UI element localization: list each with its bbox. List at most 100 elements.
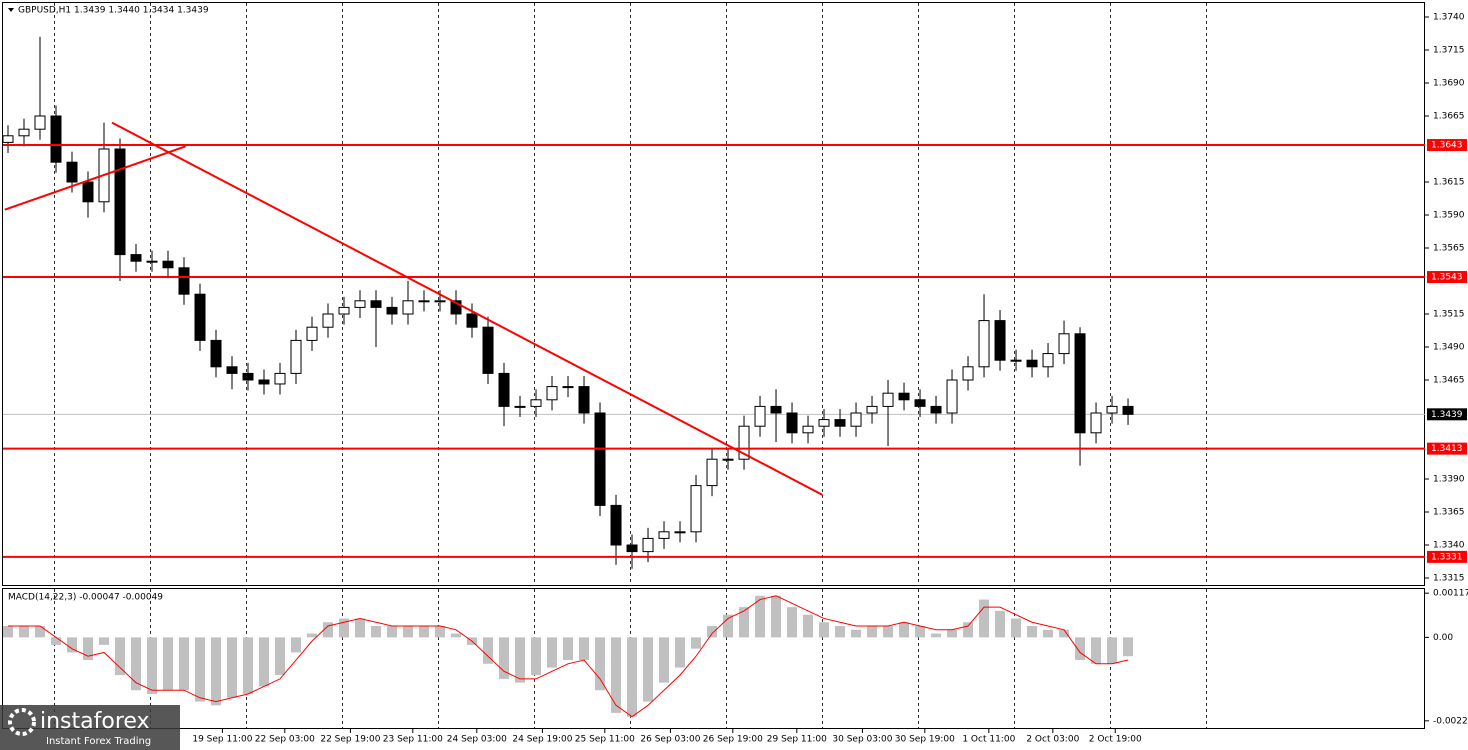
macd-bar	[243, 637, 254, 695]
x-tick-label: 30 Sep 03:00	[832, 735, 892, 745]
macd-bar	[643, 637, 654, 702]
macd-bar	[1107, 637, 1118, 664]
macd-bar	[819, 622, 830, 638]
y-tick-label: 1.3490	[1433, 342, 1465, 352]
macd-bar	[323, 622, 334, 638]
macd-bar	[259, 637, 270, 687]
macd-bar	[1043, 629, 1054, 638]
candle-body	[274, 372, 286, 385]
y-tick-label: 1.3715	[1433, 45, 1465, 55]
macd-title: MACD(14,22,3) -0.00047 -0.00049	[8, 593, 163, 603]
macd-bar	[739, 607, 750, 638]
macd-bar	[931, 633, 942, 638]
y-tick-label: 1.3740	[1433, 12, 1465, 22]
macd-bar	[579, 637, 590, 661]
candle-body	[578, 386, 590, 414]
y-tick-label: 1.3690	[1433, 78, 1465, 88]
logo: instaforex Instant Forex Trading	[0, 705, 180, 750]
candle-body	[210, 339, 222, 368]
macd-bar	[51, 637, 62, 645]
macd-bar	[387, 626, 398, 638]
price-pane	[2, 2, 1425, 586]
candle-body	[226, 366, 238, 374]
candle-body	[322, 313, 334, 328]
level-label-box	[1427, 442, 1467, 455]
macd-bar	[35, 626, 46, 638]
macd-bar	[131, 637, 142, 691]
logo-tagline: Instant Forex Trading	[46, 736, 151, 747]
candle-body	[530, 399, 542, 407]
candle-body	[722, 458, 734, 461]
macd-bar	[963, 622, 974, 638]
macd-bar	[659, 637, 670, 683]
level-label: 1.3331	[1431, 552, 1463, 562]
macd-bar	[1059, 629, 1070, 638]
candle-body	[690, 485, 702, 533]
macd-bar	[403, 626, 414, 638]
current-price-box	[1427, 408, 1467, 421]
candle-body	[706, 458, 718, 487]
level-label-box	[1427, 550, 1467, 563]
x-tick-label: 29 Sep 11:00	[767, 735, 827, 745]
trend-line	[111, 121, 823, 496]
macd-bar	[355, 618, 366, 638]
candle-body	[626, 544, 638, 553]
candle-body	[498, 372, 510, 407]
candle-body	[114, 148, 126, 256]
x-tick-label: 2 Oct 03:00	[1026, 735, 1079, 745]
candle-body	[194, 293, 206, 341]
candle-body	[930, 405, 942, 414]
macd-bar	[851, 629, 862, 638]
macd-bar	[371, 626, 382, 638]
macd-bar	[147, 637, 158, 695]
candle-body	[610, 504, 622, 546]
candle-body	[434, 300, 446, 303]
macd-bar	[547, 637, 558, 668]
candle-body	[866, 405, 878, 414]
macd-bar	[179, 637, 190, 691]
macd-bar	[915, 626, 926, 638]
candle-body	[162, 260, 174, 269]
y-tick-label: 1.3515	[1433, 309, 1465, 319]
y-tick-label: 1.3340	[1433, 541, 1465, 551]
y-tick-label: 1.3590	[1433, 210, 1465, 220]
symbol-marker	[8, 8, 14, 12]
macd-bar	[3, 626, 14, 638]
macd-bar	[627, 637, 638, 717]
candle-body	[546, 386, 558, 401]
macd-bar	[787, 607, 798, 638]
candle-body	[946, 379, 958, 414]
macd-bar	[451, 633, 462, 638]
price-title: GBPUSD,H1 1.3439 1.3440 1.3434 1.3439	[18, 6, 209, 16]
y-tick-label: 1.3315	[1433, 574, 1465, 584]
candle-body	[962, 366, 974, 381]
macd-bar	[307, 633, 318, 638]
candle-body	[802, 425, 814, 434]
candle-body	[402, 300, 414, 315]
candle-body	[594, 412, 606, 506]
candle-body	[978, 320, 990, 368]
candle-body	[1074, 333, 1086, 434]
logo-name: instaforex	[40, 709, 150, 734]
macd-bar	[1027, 626, 1038, 638]
macd-bar	[803, 614, 814, 638]
candle-body	[658, 531, 670, 539]
macd-bar	[99, 637, 110, 645]
macd-bar	[211, 637, 222, 706]
candle-body	[66, 161, 78, 183]
candle-body	[1106, 405, 1118, 414]
candle-body	[914, 399, 926, 407]
y-tick-label: 0.00117	[1433, 589, 1468, 599]
candle-body	[354, 300, 366, 308]
candle-body	[466, 313, 478, 328]
macd-bar	[275, 637, 286, 676]
macd-bar	[691, 637, 702, 649]
macd-bar	[291, 637, 302, 653]
x-tick-label: 1 Oct 11:00	[962, 735, 1015, 745]
x-tick-label: 2 Oct 19:00	[1089, 735, 1142, 745]
macd-bar	[723, 614, 734, 638]
macd-bar	[595, 637, 606, 691]
macd-bar	[835, 626, 846, 638]
y-tick-label: 1.3365	[1433, 508, 1465, 518]
candle-body	[18, 128, 30, 137]
